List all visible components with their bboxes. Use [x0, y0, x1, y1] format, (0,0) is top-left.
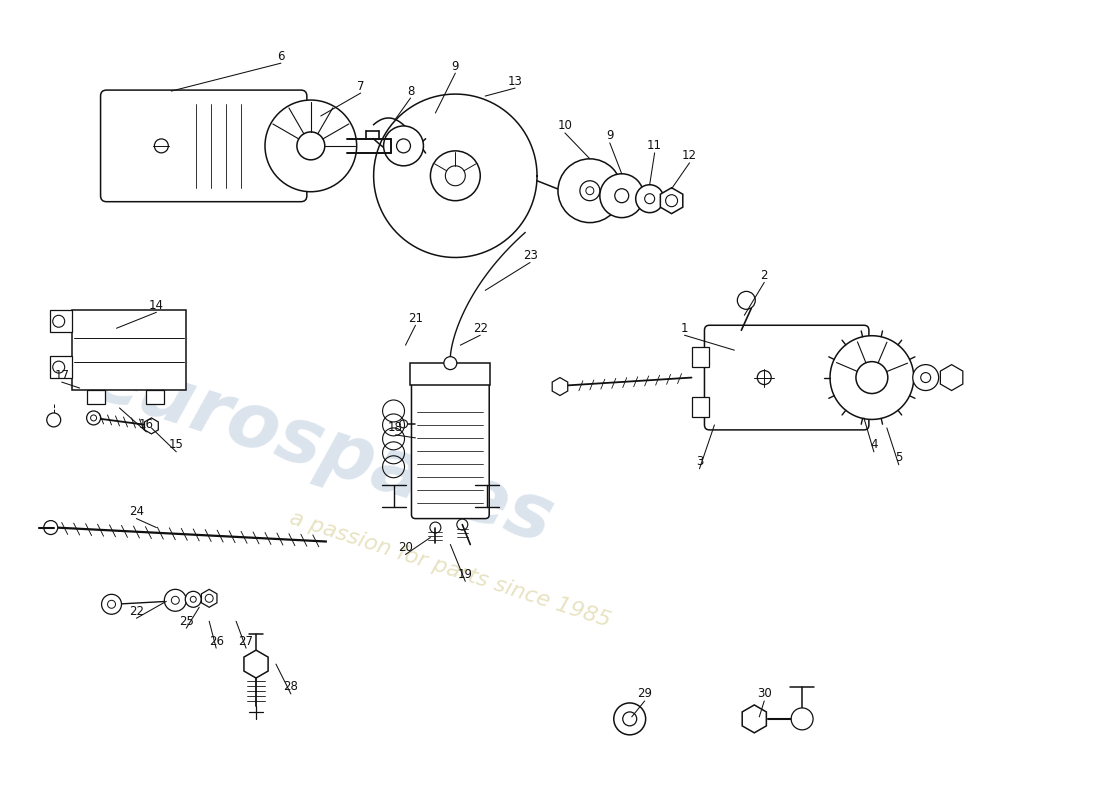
Text: 22: 22	[129, 605, 144, 618]
Circle shape	[791, 708, 813, 730]
Circle shape	[600, 174, 643, 218]
Text: 2: 2	[760, 269, 768, 282]
Circle shape	[446, 166, 465, 186]
Polygon shape	[830, 336, 914, 419]
Circle shape	[44, 521, 57, 534]
Circle shape	[154, 139, 168, 153]
Text: 7: 7	[356, 79, 364, 93]
Polygon shape	[552, 378, 568, 395]
Text: 14: 14	[148, 299, 164, 312]
Text: 20: 20	[398, 541, 412, 554]
Circle shape	[623, 712, 637, 726]
Polygon shape	[201, 590, 217, 607]
Text: 12: 12	[682, 150, 697, 162]
Bar	[50, 310, 72, 332]
Circle shape	[396, 139, 410, 153]
Text: 25: 25	[179, 614, 194, 628]
Text: 24: 24	[129, 505, 144, 518]
Text: 30: 30	[757, 687, 771, 701]
Circle shape	[456, 519, 468, 530]
Bar	[50, 356, 72, 378]
Circle shape	[384, 126, 424, 166]
Circle shape	[53, 361, 65, 373]
Text: 11: 11	[647, 139, 662, 152]
Text: 15: 15	[169, 438, 184, 451]
Text: 27: 27	[239, 634, 254, 648]
Circle shape	[430, 522, 441, 533]
Circle shape	[185, 591, 201, 607]
Circle shape	[921, 373, 931, 382]
Text: 19: 19	[458, 568, 473, 581]
Circle shape	[164, 590, 186, 611]
Circle shape	[444, 357, 456, 370]
Circle shape	[614, 703, 646, 735]
Text: 22: 22	[473, 322, 487, 334]
Text: 23: 23	[522, 249, 538, 262]
Text: 6: 6	[277, 50, 285, 62]
Circle shape	[586, 186, 594, 194]
Text: 28: 28	[284, 681, 298, 694]
Text: eurospares: eurospares	[80, 340, 562, 560]
Polygon shape	[940, 365, 962, 390]
Circle shape	[615, 189, 629, 202]
Text: 3: 3	[696, 455, 703, 468]
Circle shape	[558, 159, 622, 222]
Circle shape	[190, 596, 196, 602]
Text: 21: 21	[408, 312, 424, 325]
Text: 1: 1	[681, 322, 689, 334]
Circle shape	[206, 594, 213, 602]
FancyBboxPatch shape	[704, 326, 869, 430]
Circle shape	[430, 151, 481, 201]
Circle shape	[108, 600, 115, 608]
Text: 10: 10	[558, 119, 572, 133]
Circle shape	[399, 420, 407, 428]
Circle shape	[101, 594, 121, 614]
Circle shape	[53, 315, 65, 327]
Circle shape	[580, 181, 600, 201]
Polygon shape	[144, 418, 158, 434]
Circle shape	[172, 596, 179, 604]
Circle shape	[90, 415, 97, 421]
Polygon shape	[660, 188, 683, 214]
Bar	[692, 397, 710, 417]
Polygon shape	[742, 705, 767, 733]
Text: 8: 8	[407, 85, 415, 98]
Text: 13: 13	[508, 74, 522, 88]
Text: 18: 18	[388, 422, 403, 434]
Circle shape	[636, 185, 663, 213]
Circle shape	[47, 413, 60, 427]
Circle shape	[757, 370, 771, 385]
Text: a passion for parts since 1985: a passion for parts since 1985	[287, 508, 614, 631]
Bar	[146, 390, 164, 404]
Circle shape	[265, 100, 356, 192]
Circle shape	[913, 365, 938, 390]
Circle shape	[297, 132, 324, 160]
Text: 5: 5	[895, 451, 902, 464]
FancyBboxPatch shape	[100, 90, 307, 202]
FancyBboxPatch shape	[411, 381, 490, 518]
Circle shape	[87, 411, 100, 425]
Polygon shape	[244, 650, 268, 678]
Text: 4: 4	[870, 438, 878, 451]
Circle shape	[666, 194, 678, 206]
Bar	[87, 390, 104, 404]
Text: 9: 9	[452, 60, 459, 73]
Text: 26: 26	[209, 634, 223, 648]
Text: 16: 16	[139, 418, 154, 431]
Bar	[410, 363, 491, 385]
Bar	[72, 310, 186, 390]
Circle shape	[737, 291, 756, 310]
Circle shape	[856, 362, 888, 394]
Text: 29: 29	[637, 687, 652, 701]
Circle shape	[645, 194, 654, 204]
Text: 17: 17	[54, 369, 69, 382]
Text: 9: 9	[606, 130, 614, 142]
Bar	[692, 347, 710, 367]
